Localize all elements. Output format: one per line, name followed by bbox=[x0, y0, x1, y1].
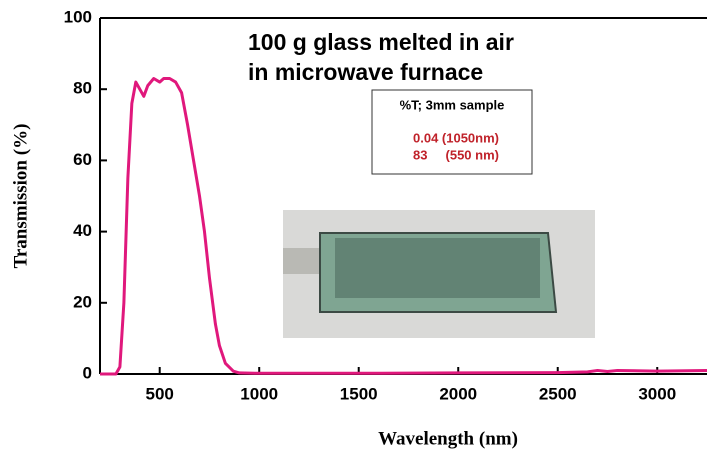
y-tick-label: 100 bbox=[64, 7, 92, 26]
x-tick-label: 3000 bbox=[638, 384, 676, 403]
x-tick-label: 1000 bbox=[240, 384, 278, 403]
x-tick-label: 500 bbox=[146, 384, 174, 403]
x-axis-title: Wavelength (nm) bbox=[378, 428, 518, 449]
chart: 100 g glass melted in air in microwave f… bbox=[0, 0, 707, 459]
annotation: %T; 3mm sample bbox=[400, 97, 505, 112]
x-tick-label: 1500 bbox=[340, 384, 378, 403]
annotation: in microwave furnace bbox=[248, 59, 483, 85]
y-tick-label: 60 bbox=[73, 150, 92, 169]
y-tick-label: 20 bbox=[73, 292, 92, 311]
annotation: 83 (550 nm) bbox=[413, 147, 499, 162]
x-tick-label: 2000 bbox=[439, 384, 477, 403]
y-tick-label: 40 bbox=[73, 221, 92, 240]
annotation: 100 g glass melted in air bbox=[248, 29, 514, 55]
y-tick-label: 0 bbox=[83, 363, 92, 382]
x-tick-label: 2500 bbox=[539, 384, 577, 403]
photo bbox=[283, 210, 595, 338]
y-axis-title: Transmission (%) bbox=[10, 124, 31, 269]
y-tick-label: 80 bbox=[73, 79, 92, 98]
annotation: 0.04 (1050nm) bbox=[413, 130, 499, 145]
